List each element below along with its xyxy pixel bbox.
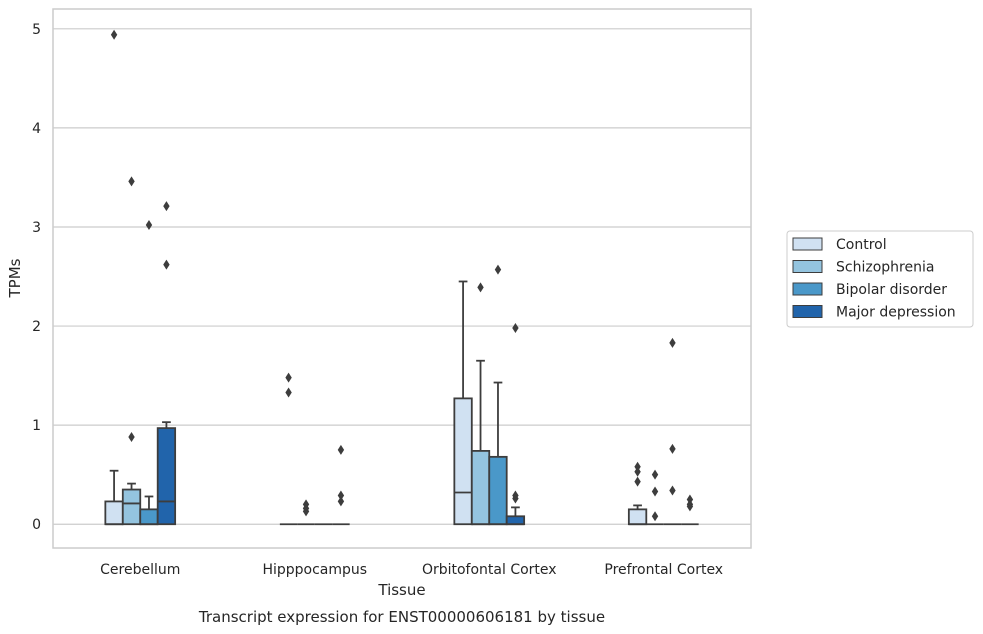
outlier-point <box>477 282 484 293</box>
outlier-point <box>337 490 345 501</box>
outlier-point <box>128 432 135 443</box>
outlier-point <box>494 264 502 275</box>
outlier-point <box>145 219 153 230</box>
legend-label: Major depression <box>836 305 956 321</box>
box-group <box>104 29 124 526</box>
outlier-point <box>285 387 292 398</box>
box-group <box>646 469 664 526</box>
outlier-point <box>512 493 519 504</box>
box-group <box>297 499 315 526</box>
legend-swatch <box>792 282 823 296</box>
outlier-point <box>128 176 135 187</box>
outlier-point <box>302 506 310 517</box>
y-tick-label: 3 <box>32 220 41 236</box>
x-tick-label: Hipppocampus <box>262 562 367 578</box>
box-group <box>663 337 682 526</box>
outlier-point <box>669 443 676 454</box>
box-group <box>332 444 350 526</box>
outlier-point <box>163 201 170 212</box>
legend-swatch <box>792 237 823 251</box>
box <box>104 500 124 526</box>
legend-swatch <box>792 260 823 273</box>
legend-label: Control <box>836 237 887 253</box>
outlier-point <box>669 485 676 496</box>
chart-caption: Transcript expression for ENST0000060618… <box>198 608 605 626</box>
box <box>488 455 508 526</box>
outlier-point <box>651 511 659 522</box>
y-tick-label: 5 <box>32 22 41 38</box>
legend-frame <box>786 230 974 328</box>
x-tick-labels: Cerebellum Hipppocampus Orbitofontal Corte… <box>100 562 723 578</box>
box-group <box>139 219 159 526</box>
box-group <box>279 372 298 526</box>
box <box>156 427 177 526</box>
outlier-point <box>285 372 292 383</box>
box <box>139 508 159 526</box>
y-axis-label: TPMs <box>6 258 24 298</box>
box-group <box>627 461 648 526</box>
outlier-point <box>686 501 694 512</box>
y-tick-labels: 0 1 2 3 4 5 <box>32 22 41 533</box>
outlier-point <box>337 444 345 455</box>
outlier-point <box>163 259 170 270</box>
box <box>453 397 473 526</box>
outlier-point <box>512 323 519 334</box>
boxes <box>104 29 699 526</box>
box-group <box>505 323 526 526</box>
x-tick-label: Orbitofontal Cortex <box>422 562 557 578</box>
outlier-point <box>634 476 641 487</box>
outlier-point <box>634 466 641 477</box>
box-group <box>453 280 473 526</box>
x-tick-label: Prefrontal Cortex <box>604 562 723 578</box>
x-tick-label: Cerebellum <box>100 562 180 578</box>
box-group <box>681 494 699 526</box>
box <box>627 508 648 526</box>
legend-label: Schizophrenia <box>836 260 934 276</box>
box-group <box>488 264 508 526</box>
outlier-point <box>337 496 345 507</box>
legend: Control Schizophrenia Bipolar disorder Majo… <box>786 230 974 328</box>
y-tick-label: 0 <box>32 517 41 533</box>
legend-label: Bipolar disorder <box>836 282 947 298</box>
box <box>121 488 142 526</box>
plot-frame <box>52 8 752 549</box>
y-tick-label: 2 <box>32 319 41 335</box>
y-tick-label: 1 <box>32 418 41 434</box>
y-tick-label: 4 <box>32 121 41 137</box>
box-group <box>470 282 491 526</box>
box-group <box>121 176 142 526</box>
outlier-point <box>651 486 659 497</box>
x-axis-label: Tissue <box>377 581 425 599</box>
box <box>470 450 491 526</box>
outlier-point <box>651 469 659 480</box>
box-group <box>156 201 177 526</box>
legend-swatch <box>792 305 823 318</box>
outlier-point <box>110 29 118 40</box>
box <box>505 515 526 526</box>
outlier-point <box>669 337 676 348</box>
